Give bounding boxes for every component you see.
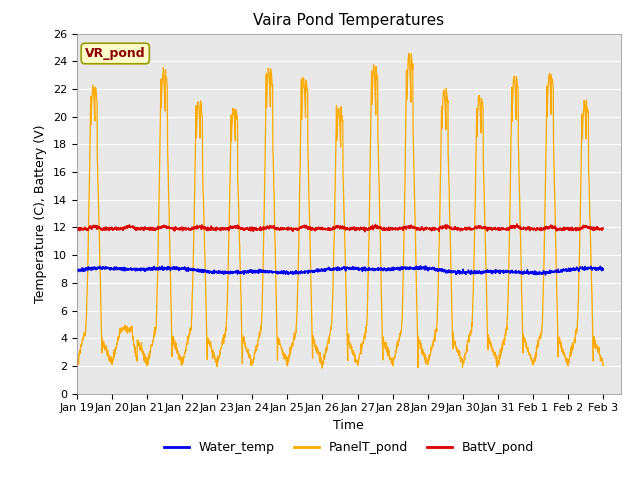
Water_temp: [554, 267, 561, 273]
BattV_pond: [361, 229, 369, 235]
BattV_pond: [355, 227, 363, 232]
Title: Vaira Pond Temperatures: Vaira Pond Temperatures: [253, 13, 444, 28]
Line: BattV_pond: BattV_pond: [77, 224, 604, 232]
Text: VR_pond: VR_pond: [85, 47, 145, 60]
PanelT_pond: [355, 355, 363, 361]
Water_temp: [355, 267, 363, 273]
Y-axis label: Temperature (C), Battery (V): Temperature (C), Battery (V): [35, 124, 47, 303]
Water_temp: [600, 267, 607, 273]
Water_temp: [493, 269, 500, 275]
PanelT_pond: [554, 305, 561, 311]
BattV_pond: [493, 226, 500, 232]
PanelT_pond: [600, 362, 607, 368]
BattV_pond: [568, 226, 575, 232]
BattV_pond: [600, 225, 607, 231]
BattV_pond: [513, 221, 521, 227]
Line: PanelT_pond: PanelT_pond: [77, 53, 604, 368]
PanelT_pond: [367, 134, 374, 140]
PanelT_pond: [405, 50, 413, 56]
PanelT_pond: [493, 364, 501, 370]
Water_temp: [422, 263, 429, 269]
Water_temp: [367, 266, 374, 272]
BattV_pond: [220, 226, 227, 232]
Legend: Water_temp, PanelT_pond, BattV_pond: Water_temp, PanelT_pond, BattV_pond: [159, 436, 539, 459]
BattV_pond: [73, 225, 81, 231]
Water_temp: [73, 266, 81, 272]
PanelT_pond: [220, 337, 227, 343]
BattV_pond: [554, 228, 561, 234]
PanelT_pond: [73, 363, 81, 369]
PanelT_pond: [568, 346, 575, 351]
Water_temp: [568, 266, 575, 272]
Water_temp: [220, 271, 227, 277]
Water_temp: [541, 272, 549, 278]
BattV_pond: [367, 224, 374, 230]
Line: Water_temp: Water_temp: [77, 266, 604, 275]
PanelT_pond: [319, 365, 326, 371]
X-axis label: Time: Time: [333, 419, 364, 432]
